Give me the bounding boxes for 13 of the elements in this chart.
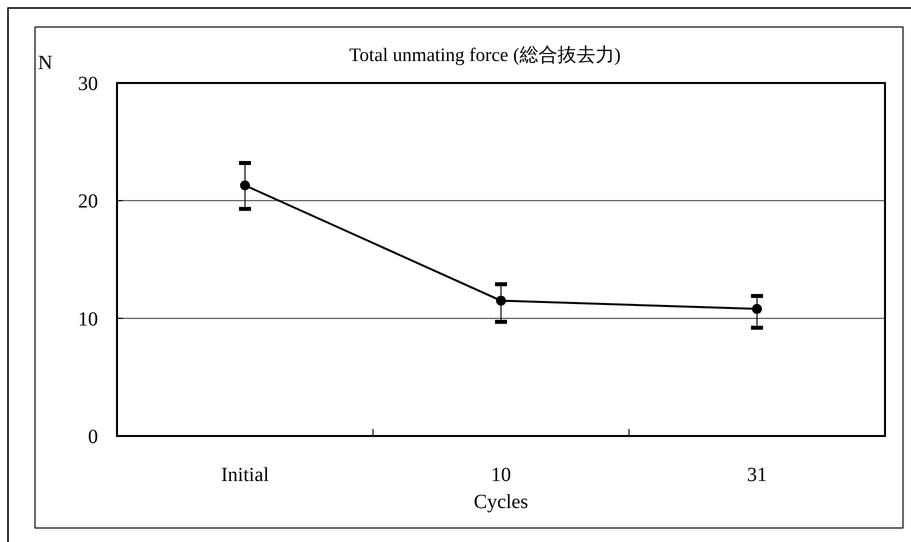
- y-tick-label: 0: [88, 426, 98, 448]
- point: [496, 296, 506, 306]
- point: [240, 180, 250, 190]
- y-tick-label: 20: [78, 190, 98, 213]
- point: [752, 304, 762, 314]
- y-tick-label: 30: [78, 73, 98, 95]
- y-axis-title: N: [38, 52, 52, 74]
- y-tick-label: 10: [78, 308, 98, 330]
- chart-title: Total unmating force (総合抜去力): [349, 45, 621, 66]
- x-tick-label: Initial: [221, 464, 270, 486]
- x-tick-label: 10: [491, 464, 511, 486]
- x-axis-title: Cycles: [474, 491, 528, 513]
- x-tick-label: 31: [747, 464, 767, 486]
